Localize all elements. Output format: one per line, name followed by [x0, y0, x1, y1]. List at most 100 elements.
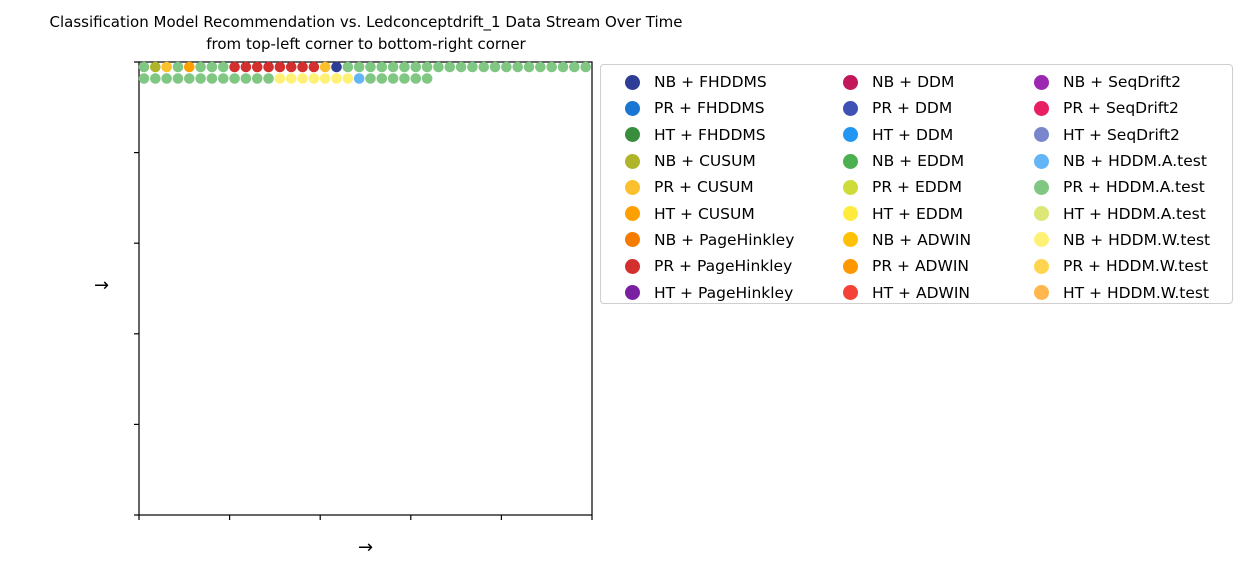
legend-item: NB + ADWIN [819, 227, 971, 253]
legend-label: PR + HDDM.A.test [1063, 178, 1205, 197]
legend-item: HT + HDDM.W.test [1010, 279, 1210, 305]
data-point: PR + HDDM.A.test [365, 73, 376, 84]
data-point: PR + PageHinkley [285, 61, 297, 73]
data-point: PR + HDDM.A.test [523, 61, 535, 73]
legend-marker [625, 258, 640, 274]
data-point: PR + HDDM.A.test [195, 61, 206, 73]
data-point: PR + HDDM.A.test [138, 61, 150, 73]
legend-item: NB + SeqDrift2 [1010, 69, 1210, 95]
legend-item: NB + HDDM.A.test [1010, 148, 1210, 174]
data-point: NB + HDDM.W.test [331, 73, 342, 84]
data-point: PR + HDDM.A.test [501, 61, 512, 73]
legend-item: PR + HDDM.W.test [1010, 253, 1210, 279]
legend-marker [625, 74, 640, 90]
data-point: PR + PageHinkley [240, 61, 252, 73]
data-point: PR + HDDM.A.test [263, 73, 274, 84]
legend-label: PR + ADWIN [872, 257, 969, 276]
data-point: PR + HDDM.A.test [421, 73, 433, 84]
data-point: PR + HDDM.A.test [455, 61, 467, 73]
legend-item: HT + ADWIN [819, 279, 971, 305]
legend-label: NB + ADWIN [872, 230, 972, 249]
legend-marker [843, 206, 858, 222]
data-point: NB + HDDM.W.test [342, 73, 354, 84]
legend-marker [1034, 74, 1049, 90]
data-point: NB + HDDM.W.test [285, 73, 297, 84]
plot-frame [138, 61, 593, 516]
legend-label: PR + CUSUM [654, 178, 754, 197]
legend-item: HT + CUSUM [601, 200, 794, 226]
legend-item: HT + SeqDrift2 [1010, 122, 1210, 148]
data-point: PR + HDDM.A.test [467, 61, 478, 73]
legend-marker [1034, 127, 1049, 143]
data-point: PR + PageHinkley [229, 61, 240, 73]
data-point: PR + HDDM.A.test [557, 61, 569, 73]
data-point: PR + HDDM.A.test [399, 73, 410, 84]
legend-label: PR + DDM [872, 99, 953, 118]
legend-marker [843, 153, 858, 169]
data-point: PR + HDDM.A.test [410, 61, 422, 73]
data-point: NB + HDDM.A.test [353, 73, 365, 84]
data-point: PR + HDDM.A.test [410, 73, 422, 84]
legend-label: HT + HDDM.A.test [1063, 204, 1206, 223]
legend-label: NB + DDM [872, 73, 955, 92]
legend-item: HT + EDDM [819, 200, 971, 226]
legend-label: PR + SeqDrift2 [1063, 99, 1179, 118]
legend-item: NB + EDDM [819, 148, 971, 174]
data-point: PR + HDDM.A.test [172, 73, 184, 84]
legend-label: HT + ADWIN [872, 283, 970, 302]
legend-item: NB + HDDM.W.test [1010, 227, 1210, 253]
data-point: PR + CUSUM [319, 61, 331, 73]
data-point: PR + PageHinkley [274, 61, 286, 73]
data-point: PR + HDDM.A.test [546, 61, 557, 73]
data-point: PR + HDDM.A.test [387, 73, 399, 84]
legend-item: NB + CUSUM [601, 148, 794, 174]
legend-marker [843, 100, 858, 116]
data-point: PR + HDDM.A.test [387, 61, 399, 73]
data-point: PR + HDDM.A.test [376, 61, 388, 73]
legend-column: NB + DDM PR + DDM HT + DDM NB + EDDM PR + ED… [819, 69, 971, 306]
legend-item: NB + PageHinkley [601, 227, 794, 253]
legend-item: PR + EDDM [819, 174, 971, 200]
legend-marker [625, 285, 640, 301]
data-point: NB + FHDDMS [331, 61, 342, 73]
data-point: PR + HDDM.A.test [229, 73, 240, 84]
legend-marker [625, 127, 640, 143]
data-point: PR + PageHinkley [308, 61, 320, 73]
legend-item: PR + SeqDrift2 [1010, 95, 1210, 121]
data-point: NB + HDDM.W.test [274, 73, 286, 84]
legend-marker [1034, 206, 1049, 222]
legend-item: PR + PageHinkley [601, 253, 794, 279]
legend-column: NB + SeqDrift2 PR + SeqDrift2 HT + SeqDrif… [1010, 69, 1210, 306]
legend-item: PR + FHDDMS [601, 95, 794, 121]
legend-label: NB + HDDM.W.test [1063, 230, 1211, 249]
legend-label: HT + CUSUM [654, 204, 755, 223]
legend-marker [843, 179, 858, 195]
legend-item: PR + HDDM.A.test [1010, 174, 1210, 200]
data-point: PR + HDDM.A.test [478, 61, 490, 73]
x-axis-label: → [358, 537, 374, 558]
legend-marker [1034, 258, 1049, 274]
legend-marker [625, 206, 640, 222]
data-point: PR + HDDM.A.test [342, 61, 354, 73]
legend-label: PR + HDDM.W.test [1063, 257, 1209, 276]
legend-column: NB + FHDDMS PR + FHDDMS HT + FHDDMS NB + CU… [601, 69, 794, 306]
legend-item: HT + DDM [819, 122, 971, 148]
data-point: PR + HDDM.A.test [489, 61, 501, 73]
legend-marker [625, 100, 640, 116]
legend-item: NB + FHDDMS [601, 69, 794, 95]
legend-item: HT + HDDM.A.test [1010, 200, 1210, 226]
data-point: PR + PageHinkley [263, 61, 274, 73]
data-point: PR + HDDM.A.test [195, 73, 206, 84]
legend-label: NB + SeqDrift2 [1063, 73, 1182, 92]
legend-label: NB + PageHinkley [654, 230, 795, 249]
legend-item: PR + DDM [819, 95, 971, 121]
data-point: PR + HDDM.A.test [535, 61, 546, 73]
data-point: NB + CUSUM [150, 61, 161, 73]
data-point: PR + HDDM.A.test [569, 61, 580, 73]
y-axis-label: → [94, 275, 110, 296]
legend-item: PR + CUSUM [601, 174, 794, 200]
legend-marker [843, 285, 858, 301]
legend-marker [843, 232, 858, 248]
legend: NB + FHDDMS PR + FHDDMS HT + FHDDMS NB + CU… [600, 64, 1233, 304]
